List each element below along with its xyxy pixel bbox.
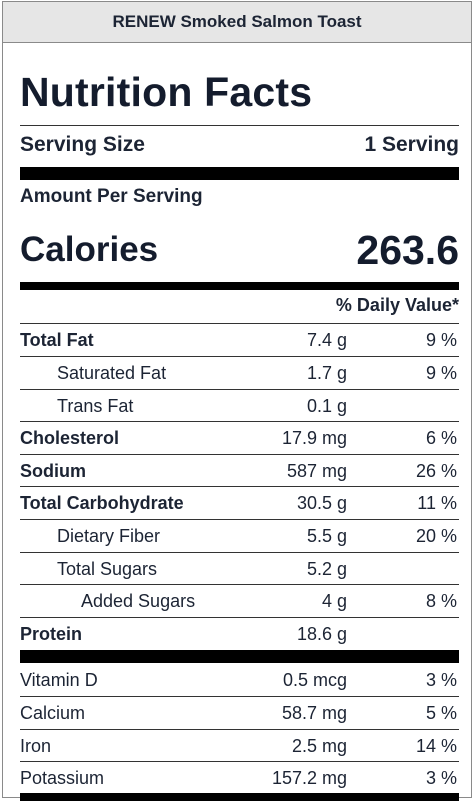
nutrient-row-total-sugars: Total Sugars 5.2 g bbox=[20, 553, 459, 585]
nutrient-row-dietary-fiber: Dietary Fiber 5.5 g 20 % bbox=[20, 520, 459, 552]
divider bbox=[20, 761, 459, 762]
nutrient-amount: 17.9 mg bbox=[281, 428, 347, 448]
nutrient-row-added-sugars: Added Sugars 4 g 8 % bbox=[20, 585, 459, 617]
thick-divider bbox=[20, 167, 459, 180]
vitamin-daily-value: 14 % bbox=[415, 736, 457, 756]
nutrient-amount: 30.5 g bbox=[296, 493, 347, 513]
nutrient-name: Saturated Fat bbox=[57, 363, 167, 383]
divider bbox=[20, 356, 459, 357]
nutrient-amount: 5.5 g bbox=[306, 526, 347, 546]
vitamin-daily-value: 5 % bbox=[425, 703, 457, 723]
serving-size-value: 1 Serving bbox=[364, 133, 459, 156]
nutrient-amount: 587 mg bbox=[286, 461, 347, 481]
nutrient-name: Total Fat bbox=[20, 330, 94, 350]
vitamin-amount: 157.2 mg bbox=[271, 768, 347, 788]
nutrition-facts-panel: Nutrition Facts Serving Size 1 Serving A… bbox=[20, 43, 459, 801]
calories-label: Calories bbox=[20, 230, 159, 269]
divider bbox=[20, 323, 459, 324]
nutrient-name: Trans Fat bbox=[57, 396, 134, 416]
vitamin-name: Iron bbox=[20, 736, 52, 756]
divider bbox=[20, 729, 459, 730]
nutrient-daily-value: 8 % bbox=[425, 591, 457, 611]
calories-value: 263.6 bbox=[356, 226, 459, 273]
divider bbox=[20, 125, 459, 126]
divider bbox=[20, 486, 459, 487]
vitamin-amount: 0.5 mcg bbox=[282, 670, 347, 690]
recipe-title: RENEW Smoked Salmon Toast bbox=[112, 12, 362, 31]
nutrient-row-total-fat: Total Fat 7.4 g 9 % bbox=[20, 324, 459, 356]
vitamin-row-iron: Iron 2.5 mg 14 % bbox=[20, 730, 459, 762]
nutrient-name: Protein bbox=[20, 624, 83, 644]
divider bbox=[20, 696, 459, 697]
divider bbox=[20, 519, 459, 520]
recipe-title-header: RENEW Smoked Salmon Toast bbox=[3, 2, 471, 43]
nutrient-daily-value: 9 % bbox=[425, 363, 457, 383]
nutrient-daily-value: 11 % bbox=[417, 493, 457, 513]
vitamin-row-calcium: Calcium 58.7 mg 5 % bbox=[20, 697, 459, 729]
vitamin-name: Vitamin D bbox=[20, 670, 98, 690]
divider bbox=[20, 552, 459, 553]
vitamin-name: Potassium bbox=[20, 768, 105, 788]
nutrient-row-sodium: Sodium 587 mg 26 % bbox=[20, 455, 459, 487]
vitamin-row-vitamin-d: Vitamin D 0.5 mcg 3 % bbox=[20, 664, 459, 696]
calories-row: Calories 263.6 bbox=[20, 225, 459, 275]
nutrient-amount: 1.7 g bbox=[306, 363, 347, 383]
vitamin-name: Calcium bbox=[20, 703, 86, 723]
daily-value-header: % Daily Value* bbox=[335, 295, 459, 315]
divider bbox=[20, 421, 459, 422]
nutrient-name: Added Sugars bbox=[81, 591, 196, 611]
nutrition-facts-title: Nutrition Facts bbox=[20, 69, 313, 115]
nutrient-daily-value: 26 % bbox=[415, 461, 457, 481]
nutrient-row-cholesterol: Cholesterol 17.9 mg 6 % bbox=[20, 422, 459, 454]
nutrient-amount: 5.2 g bbox=[306, 559, 347, 579]
serving-size-row: Serving Size 1 Serving bbox=[20, 129, 459, 161]
nutrient-name: Dietary Fiber bbox=[57, 526, 161, 546]
nutrient-name: Total Sugars bbox=[57, 559, 158, 579]
divider bbox=[20, 454, 459, 455]
nutrient-amount: 7.4 g bbox=[306, 330, 347, 350]
nutrient-row-protein: Protein 18.6 g bbox=[20, 618, 459, 650]
nutrient-amount: 4 g bbox=[321, 591, 347, 611]
nutrient-daily-value: 6 % bbox=[425, 428, 457, 448]
vitamin-amount: 58.7 mg bbox=[281, 703, 347, 723]
divider bbox=[20, 389, 459, 390]
nutrient-name: Cholesterol bbox=[20, 428, 120, 448]
medium-divider bbox=[20, 282, 459, 290]
bottom-thick-divider bbox=[20, 793, 459, 801]
serving-size-label: Serving Size bbox=[20, 133, 145, 156]
nutrient-daily-value: 9 % bbox=[425, 330, 457, 350]
divider bbox=[20, 584, 459, 585]
nutrient-row-saturated-fat: Saturated Fat 1.7 g 9 % bbox=[20, 357, 459, 389]
amount-per-serving: Amount Per Serving bbox=[20, 186, 203, 207]
divider bbox=[20, 617, 459, 618]
vitamin-daily-value: 3 % bbox=[425, 768, 457, 788]
nutrient-name: Total Carbohydrate bbox=[20, 493, 184, 513]
nutrient-daily-value: 20 % bbox=[415, 526, 457, 546]
nutrient-row-total-carbohydrate: Total Carbohydrate 30.5 g 11 % bbox=[20, 487, 459, 519]
vitamin-daily-value: 3 % bbox=[425, 670, 457, 690]
nutrient-name: Sodium bbox=[20, 461, 86, 481]
vitamin-amount: 2.5 mg bbox=[291, 736, 347, 756]
nutrient-amount: 0.1 g bbox=[306, 396, 347, 416]
vitamin-row-potassium: Potassium 157.2 mg 3 % bbox=[20, 762, 459, 794]
thick-divider bbox=[20, 650, 459, 663]
nutrient-amount: 18.6 g bbox=[296, 624, 347, 644]
nutrient-row-trans-fat: Trans Fat 0.1 g bbox=[20, 390, 459, 422]
